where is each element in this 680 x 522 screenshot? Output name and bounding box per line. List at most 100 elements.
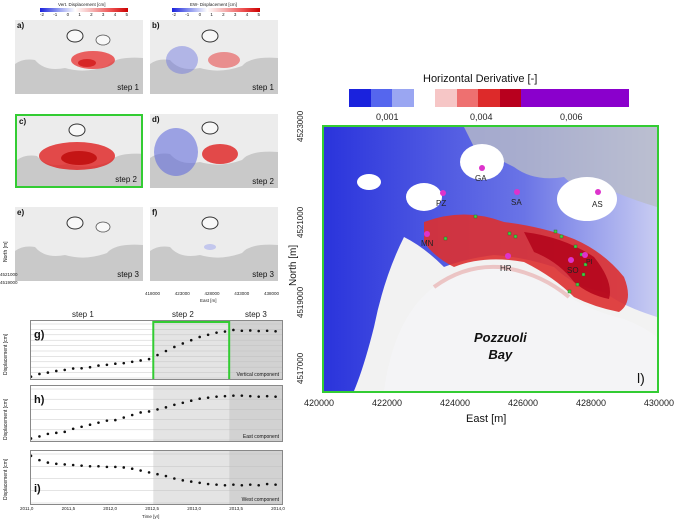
data-point	[139, 411, 142, 414]
tick: -2	[40, 12, 45, 17]
data-point	[189, 480, 193, 483]
big-x-tick: 430000	[643, 398, 674, 408]
data-point	[223, 483, 227, 487]
step-label: step 1	[117, 83, 139, 92]
site-marker-as	[595, 189, 601, 195]
tick: 2	[222, 12, 225, 17]
data-point	[80, 425, 83, 429]
data-point	[198, 397, 201, 400]
map-panel-c: c) step 2	[15, 114, 143, 188]
data-point	[257, 395, 260, 398]
site-marker-pi	[582, 252, 588, 258]
data-point	[31, 437, 33, 440]
step-2-shade	[153, 451, 230, 504]
data-point	[164, 406, 168, 409]
data-point	[130, 467, 134, 470]
big-x-tick: 428000	[575, 398, 606, 408]
data-point	[114, 362, 117, 365]
bay-line-2: Bay	[488, 347, 513, 362]
panel-letter: f)	[152, 208, 158, 217]
data-point	[265, 329, 269, 333]
colorbar-cell	[564, 89, 586, 107]
step-2-highlight	[152, 321, 231, 379]
map-e-graphic	[15, 207, 143, 258]
data-point	[173, 403, 176, 407]
tick: 0	[198, 12, 202, 17]
colorbar-tick: 0,001	[376, 112, 399, 122]
data-point	[156, 353, 159, 357]
colorbar-cell	[521, 89, 543, 107]
data-point	[97, 464, 100, 468]
data-point	[122, 416, 126, 419]
small-y-tick: 4519000	[0, 280, 18, 285]
site-marker-so	[568, 257, 574, 263]
data-point	[223, 330, 227, 333]
data-point	[147, 410, 151, 413]
data-point	[248, 483, 252, 486]
data-point	[63, 368, 67, 372]
data-point	[38, 372, 41, 376]
step-label: step 3	[252, 270, 274, 279]
data-point	[223, 394, 227, 398]
panel-letter: g)	[34, 329, 45, 341]
site-label-sa: SA	[511, 198, 522, 207]
big-map-graphic	[324, 127, 657, 391]
map-panel-b: b) step 1	[150, 20, 278, 94]
step-label: step 3	[117, 270, 139, 279]
site-label-mn: MN	[421, 239, 434, 248]
big-x-label: East [m]	[466, 413, 507, 425]
tick: 5	[125, 12, 128, 17]
component-label: West component	[241, 497, 279, 503]
panel-letter: e)	[17, 208, 25, 217]
big-panel-letter: l)	[637, 370, 645, 386]
site-label-pz: PZ	[436, 199, 447, 208]
small-east-label: East [m]	[200, 298, 217, 303]
data-point	[240, 483, 244, 487]
data-point	[274, 395, 277, 398]
data-point	[198, 335, 201, 339]
small-x-tick: 423000	[174, 291, 190, 296]
colorbar-cell	[607, 89, 629, 107]
panel-letter: d)	[152, 115, 160, 124]
data-point	[164, 474, 168, 478]
time-tick: 2011,5	[61, 506, 76, 511]
component-label: East component	[242, 434, 279, 440]
bay-line-1: Pozzuoli	[474, 330, 527, 345]
step-3-shade	[229, 386, 282, 441]
site-marker-sa	[514, 189, 520, 195]
big-y-label: North [m]	[288, 244, 299, 286]
big-x-ticks: 420000 422000 424000 426000 428000 43000…	[304, 398, 674, 408]
data-point	[122, 466, 126, 469]
time-tick: 2013,0	[187, 506, 201, 511]
colorbar-cell	[456, 89, 479, 107]
data-point	[265, 394, 269, 398]
map-c-graphic	[17, 116, 141, 170]
data-point	[31, 454, 33, 458]
site-marker-pz	[440, 190, 446, 196]
big-x-tick: 424000	[439, 398, 471, 408]
ts-ylabel-h: Displacement [cm]	[3, 398, 9, 440]
big-colorbar-title: Horizontal Derivative [-]	[423, 73, 538, 85]
data-point	[80, 464, 83, 467]
data-point	[105, 419, 109, 422]
data-point	[257, 483, 260, 487]
tick: -1	[185, 12, 190, 17]
data-point	[232, 328, 235, 332]
panel-letter: i)	[34, 483, 41, 495]
step-2-shade	[153, 321, 230, 379]
data-point	[173, 345, 176, 349]
map-b-graphic	[150, 20, 278, 74]
time-tick: 2013,5	[229, 506, 243, 511]
data-point	[55, 369, 58, 373]
vert-colorbar-gradient	[40, 8, 128, 12]
data-point	[46, 371, 50, 374]
data-point	[274, 329, 277, 333]
big-y-tick: 4521000	[296, 206, 305, 238]
site-label-so: SO	[567, 266, 579, 275]
colorbar-cell	[435, 89, 457, 107]
tick: 3	[233, 12, 237, 17]
site-marker-hr	[505, 253, 511, 259]
tick: 5	[257, 12, 260, 17]
colorbar-cell	[499, 89, 522, 107]
panel-letter: h)	[34, 394, 45, 406]
